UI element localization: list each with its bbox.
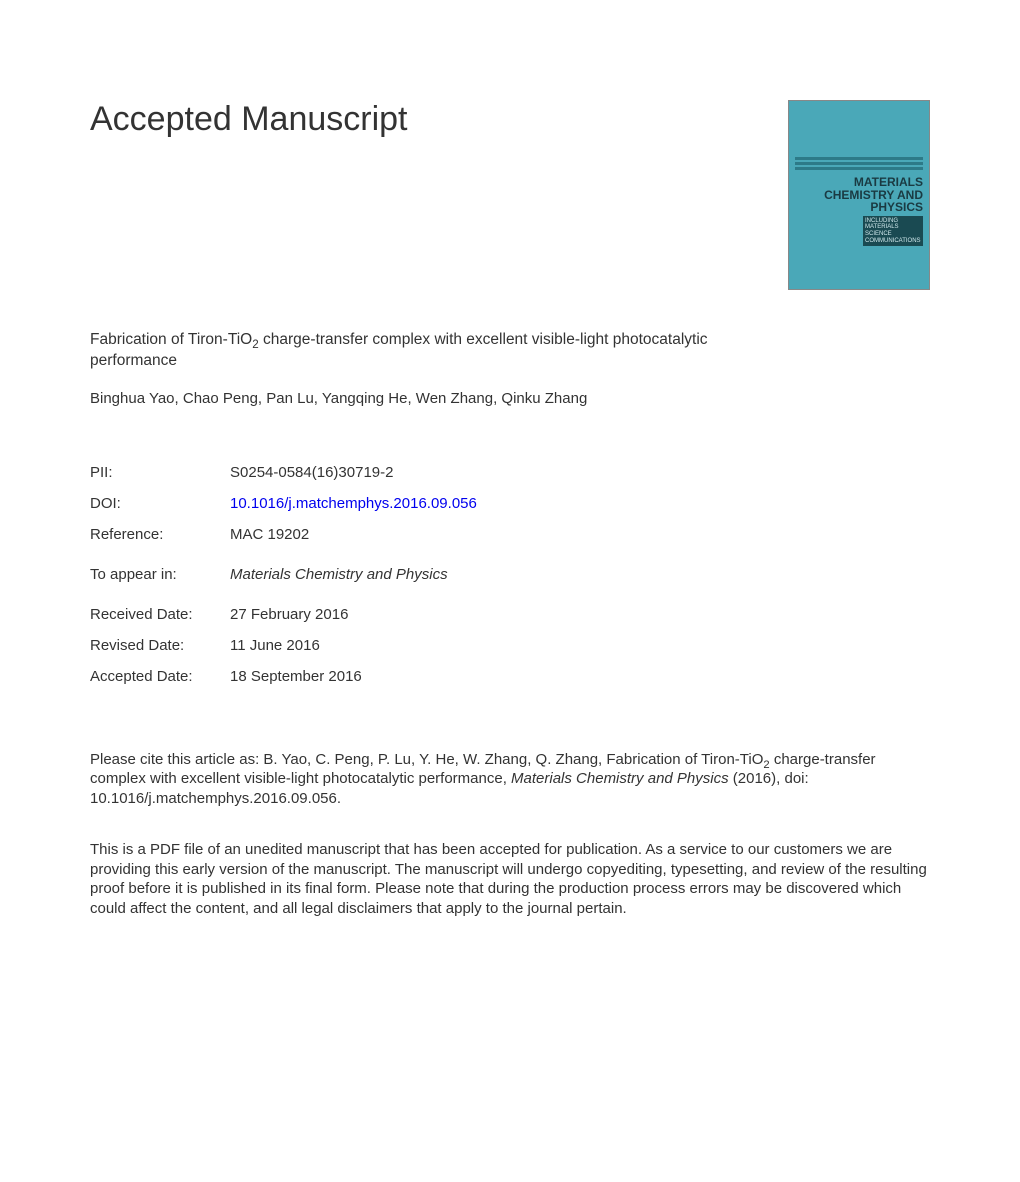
reference-value: MAC 19202 <box>230 519 477 550</box>
journal-cover: MATERIALS CHEMISTRY AND PHYSICS INCLUDIN… <box>788 100 930 290</box>
citation-pre: Please cite this article as: B. Yao, C. … <box>90 751 763 768</box>
received-label: Received Date: <box>90 599 230 630</box>
reference-row: Reference: MAC 19202 <box>90 519 477 550</box>
appear-value: Materials Chemistry and Physics <box>230 550 477 599</box>
authors: Binghua Yao, Chao Peng, Pan Lu, Yangqing… <box>90 390 930 407</box>
header-row: Accepted Manuscript MATERIALS CHEMISTRY … <box>90 100 930 290</box>
cover-stripes <box>795 157 923 172</box>
cover-subtitle: INCLUDING MATERIALS SCIENCE COMMUNICATIO… <box>863 216 923 246</box>
revised-row: Revised Date: 11 June 2016 <box>90 630 477 661</box>
pii-row: PII: S0254-0584(16)30719-2 <box>90 457 477 488</box>
doi-label: DOI: <box>90 488 230 519</box>
received-row: Received Date: 27 February 2016 <box>90 599 477 630</box>
received-value: 27 February 2016 <box>230 599 477 630</box>
citation-journal: Materials Chemistry and Physics <box>511 770 729 787</box>
accepted-label: Accepted Date: <box>90 661 230 692</box>
revised-value: 11 June 2016 <box>230 630 477 661</box>
appear-row: To appear in: Materials Chemistry and Ph… <box>90 550 477 599</box>
appear-label: To appear in: <box>90 550 230 599</box>
accepted-row: Accepted Date: 18 September 2016 <box>90 661 477 692</box>
disclaimer: This is a PDF file of an unedited manusc… <box>90 840 930 918</box>
title-pre: Fabrication of Tiron-TiO <box>90 331 252 348</box>
meta-table: PII: S0254-0584(16)30719-2 DOI: 10.1016/… <box>90 457 477 692</box>
cover-top-bar <box>795 107 923 117</box>
pii-label: PII: <box>90 457 230 488</box>
article-title: Fabrication of Tiron-TiO2 charge-transfe… <box>90 330 710 372</box>
doi-row: DOI: 10.1016/j.matchemphys.2016.09.056 <box>90 488 477 519</box>
pii-value: S0254-0584(16)30719-2 <box>230 457 477 488</box>
cover-title-line1: MATERIALS <box>795 176 923 189</box>
cover-title-line3: PHYSICS <box>795 201 923 214</box>
citation-block: Please cite this article as: B. Yao, C. … <box>90 750 930 809</box>
cover-journal-title: MATERIALS CHEMISTRY AND PHYSICS <box>795 176 923 214</box>
reference-label: Reference: <box>90 519 230 550</box>
page-heading: Accepted Manuscript <box>90 100 408 139</box>
accepted-value: 18 September 2016 <box>230 661 477 692</box>
revised-label: Revised Date: <box>90 630 230 661</box>
doi-link[interactable]: 10.1016/j.matchemphys.2016.09.056 <box>230 495 477 512</box>
